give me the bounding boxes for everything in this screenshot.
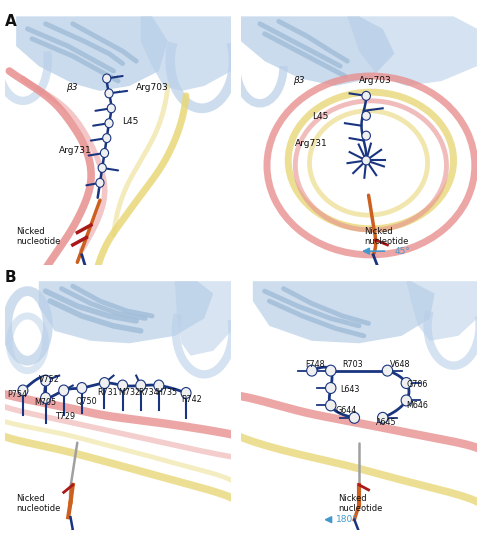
Polygon shape: [241, 16, 394, 86]
Circle shape: [325, 365, 336, 376]
Circle shape: [307, 365, 317, 376]
Circle shape: [325, 400, 336, 411]
Text: Nicked
nucleotide: Nicked nucleotide: [16, 227, 61, 246]
Polygon shape: [347, 16, 477, 86]
Text: H735: H735: [157, 389, 178, 397]
Text: M646: M646: [406, 401, 428, 410]
Circle shape: [100, 149, 108, 157]
Polygon shape: [406, 281, 477, 341]
Polygon shape: [174, 281, 231, 356]
Text: R703: R703: [343, 360, 363, 369]
Circle shape: [107, 104, 115, 113]
Text: Nicked
nucleotide: Nicked nucleotide: [338, 494, 382, 513]
Text: T729: T729: [54, 412, 75, 421]
Text: B: B: [5, 270, 16, 285]
Polygon shape: [253, 281, 435, 343]
Circle shape: [40, 393, 51, 403]
Text: L643: L643: [340, 385, 360, 394]
Circle shape: [40, 375, 51, 386]
Polygon shape: [39, 281, 213, 343]
Text: M705: M705: [34, 399, 56, 407]
Circle shape: [118, 380, 128, 391]
Text: Arg731: Arg731: [295, 139, 328, 147]
Text: P754: P754: [7, 390, 27, 399]
Circle shape: [103, 74, 111, 83]
Circle shape: [98, 163, 107, 173]
Text: F748: F748: [305, 360, 324, 369]
Circle shape: [96, 179, 104, 187]
Text: Nicked
nucleotide: Nicked nucleotide: [16, 494, 61, 513]
Text: β3: β3: [66, 82, 77, 92]
Circle shape: [105, 89, 113, 98]
Circle shape: [18, 385, 28, 396]
Text: A645: A645: [375, 418, 396, 428]
Circle shape: [105, 118, 113, 128]
Circle shape: [401, 378, 412, 389]
Circle shape: [362, 131, 371, 140]
Polygon shape: [16, 16, 168, 91]
Circle shape: [181, 388, 191, 399]
Circle shape: [382, 365, 393, 376]
Circle shape: [59, 385, 69, 396]
Circle shape: [325, 383, 336, 394]
Text: Q750: Q750: [75, 397, 97, 406]
Text: G706: G706: [406, 380, 428, 389]
Text: R734: R734: [138, 389, 159, 397]
Circle shape: [349, 412, 360, 423]
Text: Arg731: Arg731: [59, 146, 92, 155]
Text: Nicked
nucleotide: Nicked nucleotide: [364, 227, 408, 246]
Circle shape: [103, 134, 111, 143]
Circle shape: [401, 395, 412, 406]
Text: V648: V648: [390, 360, 410, 369]
Text: R731: R731: [98, 389, 118, 397]
Circle shape: [377, 412, 388, 423]
Circle shape: [362, 156, 371, 165]
Circle shape: [77, 383, 87, 394]
Text: G644: G644: [335, 406, 357, 415]
Text: 45°: 45°: [394, 247, 410, 256]
Circle shape: [362, 91, 371, 100]
Circle shape: [362, 111, 371, 120]
Text: L45: L45: [122, 117, 139, 127]
Text: β3: β3: [293, 76, 305, 86]
Text: Arg703: Arg703: [136, 82, 169, 92]
Polygon shape: [141, 16, 231, 91]
Text: A: A: [5, 14, 16, 28]
Text: R742: R742: [182, 395, 202, 403]
Text: Arg703: Arg703: [359, 76, 392, 86]
Text: M732: M732: [118, 389, 140, 397]
Text: V752: V752: [39, 375, 60, 384]
Circle shape: [99, 378, 109, 389]
Circle shape: [136, 380, 146, 391]
Text: 180°: 180°: [335, 515, 357, 524]
Circle shape: [154, 380, 164, 391]
Text: L45: L45: [312, 112, 328, 122]
